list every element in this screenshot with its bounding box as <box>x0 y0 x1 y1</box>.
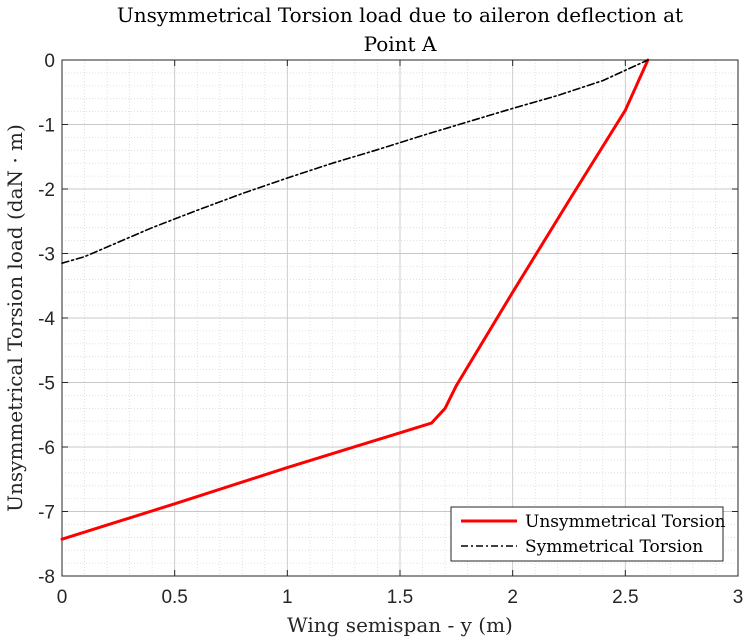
y-tick-label: -7 <box>38 503 55 524</box>
x-tick-label: 1 <box>282 587 293 608</box>
legend-box <box>450 506 724 562</box>
y-axis-label: Unsymmetrical Torsion load (daN · m) <box>3 124 27 512</box>
x-tick-label: 3 <box>733 587 744 608</box>
y-tick-label: -6 <box>38 438 55 459</box>
y-tick-label: -2 <box>38 180 55 201</box>
y-tick-label: 0 <box>44 51 55 72</box>
y-tick-label: -4 <box>38 309 55 330</box>
x-tick-label: 2.5 <box>612 587 638 608</box>
series-line-unsymmetrical-torsion <box>60 58 650 541</box>
y-tick-label: -5 <box>38 374 55 395</box>
legend: Unsymmetrical Torsion Symmetrical Torsion <box>450 506 726 562</box>
chart-title-line-1: Unsymmetrical Torsion load due to ailero… <box>117 3 683 27</box>
y-tick-label: -8 <box>38 567 55 588</box>
chart-title-line-2: Point A <box>364 32 437 56</box>
y-tick-label: -3 <box>38 245 55 266</box>
series-layer <box>60 58 650 541</box>
major-grid <box>62 60 738 576</box>
legend-label: Symmetrical Torsion <box>525 537 703 557</box>
legend-label: Unsymmetrical Torsion <box>525 512 726 532</box>
y-tick-label: -1 <box>38 116 55 137</box>
axis-ticks: 0 0.5 1 1.5 2 2.5 3 0 -1 -2 -3 -4 -5 -6 -7 -8 <box>38 51 743 608</box>
series-line-symmetrical-torsion <box>61 59 649 265</box>
x-tick-label: 0.5 <box>161 587 187 608</box>
x-axis-label: Wing semispan - y (m) <box>287 613 513 637</box>
x-tick-label: 0 <box>57 587 68 608</box>
x-tick-label: 2 <box>507 587 518 608</box>
x-tick-label: 1.5 <box>387 587 413 608</box>
